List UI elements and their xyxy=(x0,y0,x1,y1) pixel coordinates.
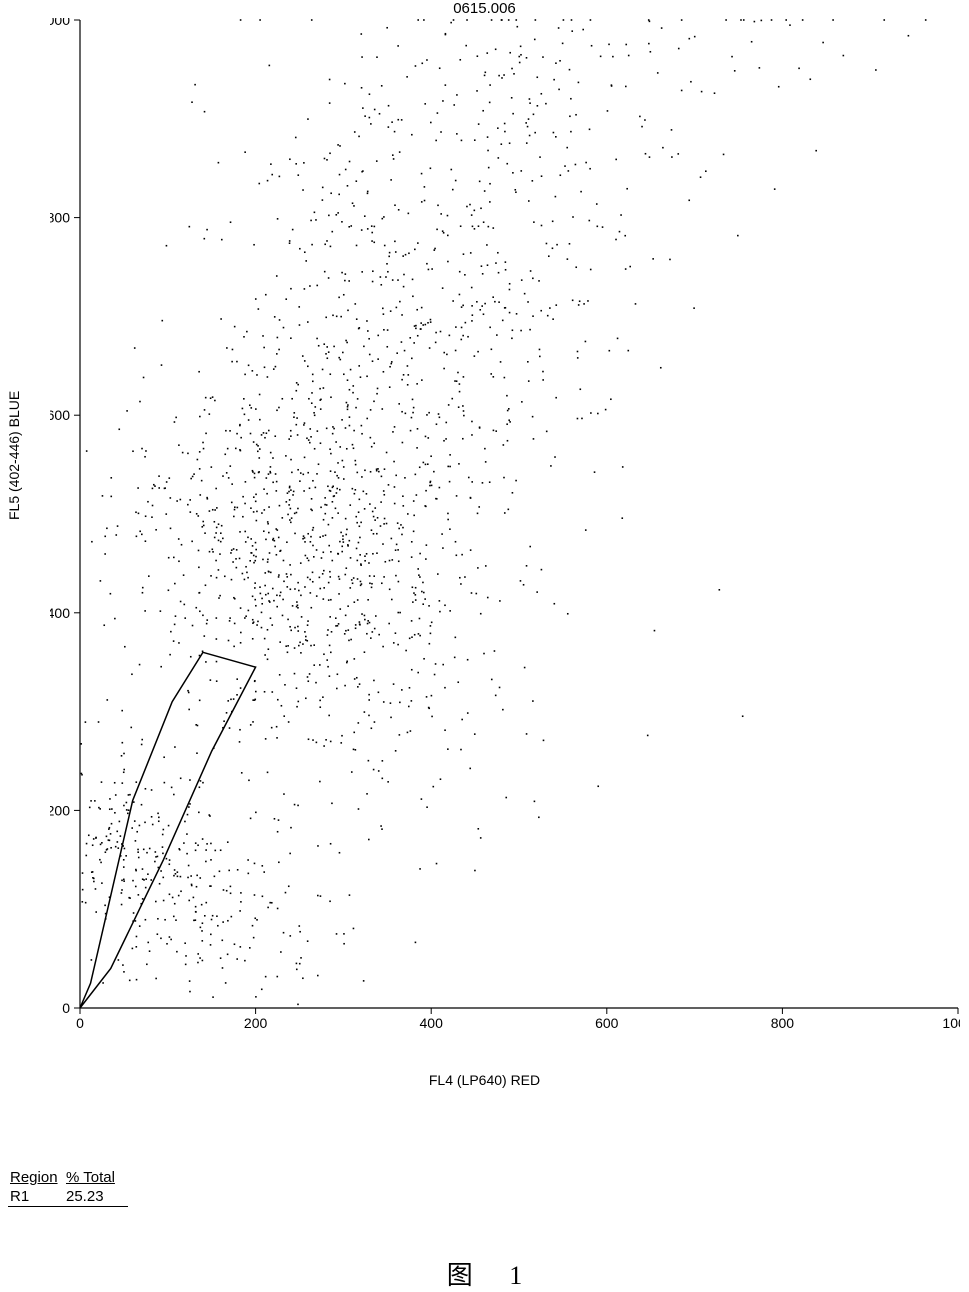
stats-header-region: Region xyxy=(10,1169,66,1186)
svg-text:1000: 1000 xyxy=(942,1015,960,1031)
svg-text:200: 200 xyxy=(244,1015,268,1031)
svg-text:1000: 1000 xyxy=(50,18,70,28)
svg-text:400: 400 xyxy=(420,1015,444,1031)
scatter-plot-svg: 0 200 400 600 800 1000 0 200 400 600 800 1000 xyxy=(50,18,960,1038)
svg-text:800: 800 xyxy=(50,210,70,226)
stats-pct-value: 25.23 xyxy=(66,1188,126,1205)
svg-text:0: 0 xyxy=(76,1015,84,1031)
svg-text:800: 800 xyxy=(771,1015,795,1031)
svg-text:600: 600 xyxy=(595,1015,619,1031)
y-axis-label: FL5 (402-446) BLUE xyxy=(6,391,22,520)
stats-header-row: Region % Total xyxy=(8,1168,128,1187)
caption-number: 1 xyxy=(509,1261,522,1290)
svg-text:200: 200 xyxy=(50,802,70,818)
x-axis-label: FL4 (LP640) RED xyxy=(429,1072,540,1088)
stats-header-pct: % Total xyxy=(66,1169,126,1186)
svg-text:400: 400 xyxy=(50,605,70,621)
plot-title: 0615.006 xyxy=(453,0,516,17)
stats-region-value: R1 xyxy=(10,1188,66,1205)
figure-caption: 图 1 xyxy=(447,1255,523,1292)
svg-text:0: 0 xyxy=(62,1000,70,1016)
caption-text: 图 xyxy=(447,1261,473,1290)
stats-data-row: R1 25.23 xyxy=(8,1187,128,1207)
stats-table: Region % Total R1 25.23 xyxy=(8,1168,128,1207)
svg-text:600: 600 xyxy=(50,407,70,423)
plot-area: 0 200 400 600 800 1000 0 200 400 600 800 1000 xyxy=(50,18,960,1038)
